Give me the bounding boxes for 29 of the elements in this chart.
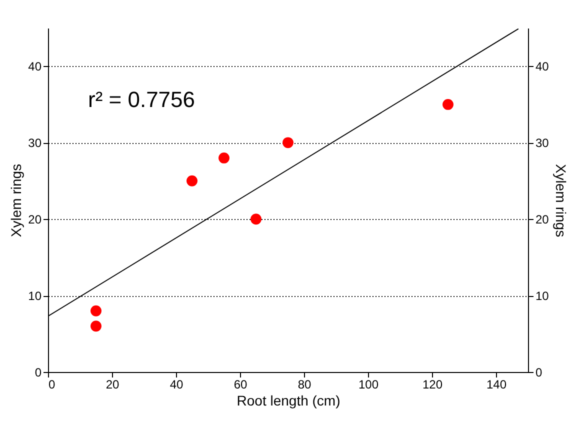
y2-tick-label: 10 [536,289,550,304]
point [282,137,294,148]
y2-tick-label: 0 [536,366,542,380]
y2-tick-label: 30 [536,136,550,150]
y2-tick-label: 20 [536,212,550,227]
y-tick-label: 40 [28,60,42,74]
x-tick-label: 80 [298,378,312,392]
annotation: r² = 0.7756 [88,87,196,112]
x-axis-title: Root length (cm) [236,392,340,408]
point [90,320,102,332]
y2-tick-label: 40 [536,60,550,74]
point [442,98,454,110]
x-tick-label: 120 [422,378,443,392]
y-axis-title: Xylem rings [8,164,24,238]
y-tick-label: 0 [34,366,42,380]
point [218,152,230,164]
point [250,214,262,225]
point [186,175,198,186]
x-tick-label: 100 [358,378,379,392]
y-tick-label: 30 [28,136,42,150]
x-tick-label: 140 [486,378,507,392]
x-tick-label: 60 [234,378,248,392]
y-tick-label: 10 [28,289,42,304]
x-tick-label: 20 [106,378,120,392]
y2-axis-title: Xylem rings [552,164,569,238]
x-tick-label: 40 [170,378,184,392]
y-tick-label: 20 [28,212,42,227]
x-tick-label: 0 [48,378,56,392]
point [90,305,102,316]
